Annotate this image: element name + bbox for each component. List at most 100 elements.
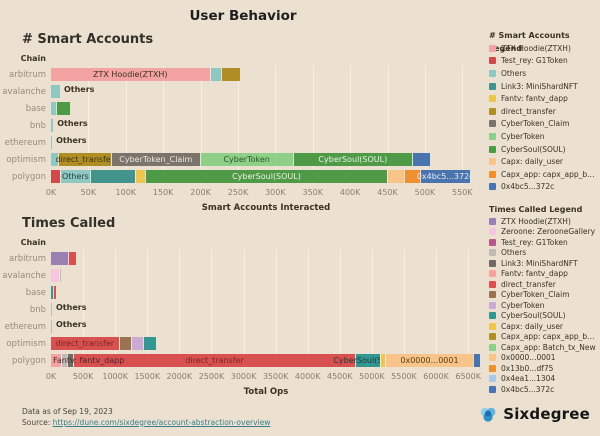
bar-segment — [52, 286, 56, 299]
bar-segment — [209, 68, 222, 81]
x-tick: 4000K — [294, 372, 321, 381]
legend-label: 0x0000...0001 — [501, 353, 556, 363]
legend-item: Others — [489, 248, 600, 259]
legend-swatch — [489, 82, 496, 90]
bar-track: direct_transfer — [51, 337, 481, 350]
smart-accounts-chart: # Smart Accounts Chain arbitrum ZTX Hoodie(… — [0, 32, 486, 213]
chart-row-optimism: optimism direct_transfer CyberToken_Claim C… — [0, 151, 486, 168]
x-tick: 100K — [115, 188, 137, 197]
legend-swatch — [489, 44, 496, 52]
legend-item: CyberSoul(SOUL) — [489, 311, 600, 322]
chain-label: polygon — [12, 171, 46, 182]
bar-label: CyberSoul(SOUL) — [232, 171, 301, 181]
legend-swatch — [489, 354, 496, 362]
chart-row-avalanche: avalanche Others — [0, 83, 486, 100]
legend-label: Fantv: fantv_dapp — [501, 94, 568, 104]
legend-label: CyberToken — [501, 131, 545, 141]
gridline — [436, 250, 438, 369]
bar-segment — [51, 320, 52, 333]
bar-segment — [67, 354, 74, 367]
bar-segment — [68, 252, 77, 265]
bar-track — [51, 286, 481, 299]
chain-label: optimism — [6, 338, 46, 349]
chain-label: bnb — [29, 120, 46, 131]
x-tick: 300K — [265, 188, 286, 197]
legend-item: 0x4ea1...1304 — [489, 374, 600, 385]
gridline — [211, 250, 213, 369]
bar-label: Fantv: fantv_dapp — [53, 355, 125, 365]
legend-item: Capx: daily_user — [489, 155, 600, 168]
x-axis-title: Total Ops — [243, 387, 289, 397]
gridline — [468, 250, 470, 369]
chart-row-ethereum: ethereum Others — [0, 134, 486, 151]
gridline — [312, 66, 314, 185]
bar-segment — [221, 68, 241, 81]
x-tick: 0K — [45, 188, 57, 197]
legend-swatch — [489, 364, 496, 372]
bar-track: ZTX Hoodie(ZTXH) — [51, 68, 481, 81]
bar-segment: ZTX Hoodie(ZTXH) — [51, 68, 210, 81]
x-axis-ticks: 0K 500K 1000K 1500K 2000K 2500K 3000K 3500K 4000… — [46, 371, 481, 384]
bar-segment: CyberSoul(SOUL) — [292, 153, 413, 166]
x-tick: 400K — [339, 188, 361, 197]
x-tick: 250K — [227, 188, 249, 197]
legend-swatch — [489, 301, 496, 309]
bar-segment — [56, 102, 71, 115]
legend-item: direct_transfer — [489, 279, 600, 290]
bar-track: Others — [51, 85, 481, 98]
rows-area: arbitrum avalanche base bnb Others ethereum Ot… — [0, 250, 486, 369]
bar-segment — [51, 153, 58, 166]
outside-label: Others — [63, 85, 95, 94]
chart-row-base: base — [0, 100, 486, 117]
legend-label: Test_rey: G1Token — [501, 56, 568, 66]
bar-segment: Others — [59, 170, 90, 183]
source-link[interactable]: https://dune.com/sixdegree/account-abstr… — [52, 417, 271, 427]
bar-label: CyberToken_Claim — [119, 154, 193, 164]
x-tick: 5000K — [359, 372, 385, 381]
legend-label: 0x4ea1...1304 — [501, 374, 556, 384]
legend-swatch — [489, 57, 496, 65]
x-tick: 550K — [452, 188, 473, 197]
chain-label: arbitrum — [9, 69, 46, 80]
bar-label: direct_transfer — [55, 338, 115, 348]
bar-segment — [143, 337, 157, 350]
legend-title: Times Called Legend — [489, 205, 583, 215]
outside-label: Others — [56, 320, 87, 329]
bar-segment: direct_transfer — [73, 354, 355, 367]
chart-body: Chain arbitrum ZTX Hoodie(ZTXH) avalanche Ot… — [0, 52, 486, 213]
bar-label: direct_transfer — [185, 355, 244, 365]
legend-item: Zeroone: ZerooneGallery — [489, 227, 600, 238]
legend-item: Test_rey: G1Token — [489, 237, 600, 248]
gridline — [237, 66, 239, 185]
legend-swatch — [489, 170, 496, 178]
source-line: Source: https://dune.com/sixdegree/accou… — [22, 418, 270, 429]
bar-segment — [51, 170, 60, 183]
dashboard-title: User Behavior — [189, 8, 297, 24]
y-axis-title: Chain — [20, 54, 46, 63]
legend-item: CyberToken — [489, 130, 600, 143]
chart-row-bnb: bnb Others — [0, 301, 486, 318]
legend-label: Capx_app: capx_app_batc... — [501, 169, 599, 179]
legend-item: Capx_app: capx_app_batc... — [489, 332, 600, 343]
data-as-of-text: Data as of Sep 19, 2023 — [22, 407, 113, 416]
gridline — [339, 250, 341, 369]
bar-segment — [472, 354, 481, 367]
bar-track: Others CyberSoul(SOUL) 0x4bc5...372c — [51, 170, 481, 183]
y-axis-title: Chain — [20, 238, 46, 247]
gridlines — [51, 250, 481, 369]
bar-track — [51, 252, 481, 265]
legend-swatch — [489, 249, 496, 257]
bar-track: Others — [51, 303, 481, 316]
outside-label: Others — [56, 136, 87, 145]
gridline — [115, 250, 117, 369]
x-tick: 500K — [72, 372, 94, 381]
legend-swatch — [489, 238, 496, 246]
legend-item: ZTX Hoodie(ZTXH) — [489, 42, 600, 55]
bar-segment — [135, 170, 146, 183]
gridline — [179, 250, 181, 369]
bar-segment — [59, 269, 62, 282]
legend-label: Link3: MiniShardNFT — [501, 258, 578, 268]
legend-label: 0x4bc5...372c — [501, 182, 555, 192]
legend-item: ZTX Hoodie(ZTXH) — [489, 216, 600, 227]
chain-label: avalanche — [2, 86, 46, 97]
